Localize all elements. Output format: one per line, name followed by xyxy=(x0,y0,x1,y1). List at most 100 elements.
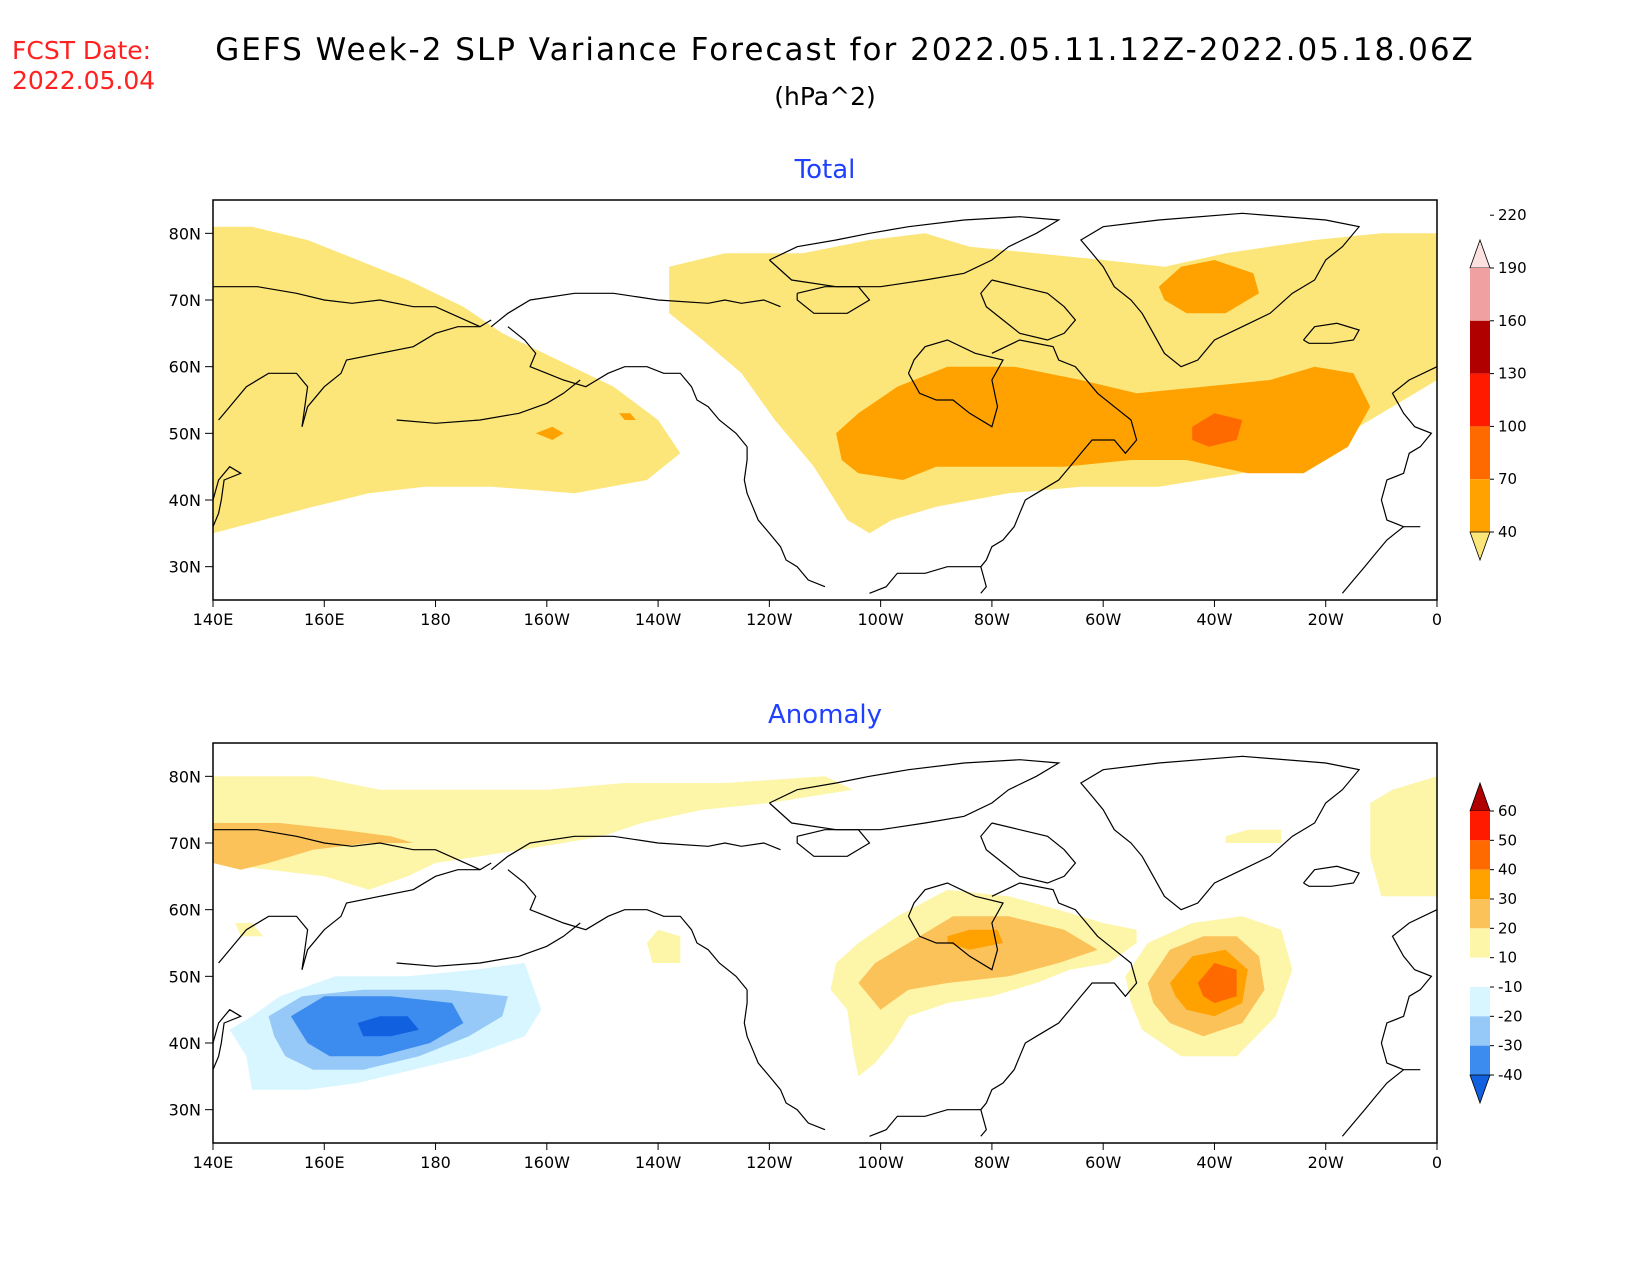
coastline-gulf-coast xyxy=(869,566,981,594)
colorbar-anomaly: -40 -30 -20 -10 10 20 30 40 50 60 xyxy=(1469,781,1523,1105)
colorbar-level-label: 10 xyxy=(1498,949,1517,967)
forecast-date-label: FCST Date: 2022.05.04 xyxy=(12,36,155,96)
lon-tick-label: 0 xyxy=(1432,610,1442,629)
coastline-siberia-coast xyxy=(213,286,481,328)
colorbar-level-label: 20 xyxy=(1498,919,1517,937)
lon-tick-label: 0 xyxy=(1432,1153,1442,1172)
shaded-region-total-70 xyxy=(836,366,1371,480)
panel-total: Total 80N 70N 60N 50N 40N 30N 140E 160E 180 160W 14… xyxy=(169,155,1527,629)
coastline-europe-coast xyxy=(1380,366,1437,528)
plot-frame-anomaly xyxy=(212,742,1438,1144)
lon-tick-label: 120W xyxy=(746,1153,793,1172)
colorbar-level-label: 130 xyxy=(1498,365,1527,383)
coastline-okhotsk-coast xyxy=(218,372,309,427)
coastline-us-west-coast xyxy=(743,446,826,588)
colorbar-arrow-top xyxy=(1469,781,1491,812)
lon-tick-label: 100W xyxy=(857,1153,904,1172)
colorbar-arrow-top xyxy=(1469,238,1491,269)
coastline-siberia-coast xyxy=(213,829,481,871)
map-area-total xyxy=(213,200,1437,600)
lat-tick-label: 60N xyxy=(169,358,201,377)
colorbar-level-label: 160 xyxy=(1498,312,1527,330)
lon-tick-label: 40W xyxy=(1196,610,1232,629)
shaded-region-total-40 xyxy=(213,226,681,534)
lat-tick-label: 30N xyxy=(169,558,201,577)
colorbar-arrow-bottom xyxy=(1469,1074,1491,1105)
colorbar-swatch xyxy=(1470,869,1490,899)
coastline-iceland xyxy=(1303,865,1360,887)
colorbar-level-label: -40 xyxy=(1498,1066,1523,1084)
colorbar-swatch xyxy=(1470,1045,1490,1075)
coastline-iceland xyxy=(1303,322,1360,344)
lat-tick-label: 70N xyxy=(169,291,201,310)
colorbar-swatch xyxy=(1470,373,1490,427)
lat-tick-label: 80N xyxy=(169,224,201,243)
colorbar-level-label: -30 xyxy=(1498,1037,1523,1055)
coastline-kamchatka xyxy=(301,862,492,970)
lon-tick-label: 140W xyxy=(635,610,682,629)
shaded-region-total-70 xyxy=(535,426,564,440)
coastline-africa-coast xyxy=(1341,1069,1404,1137)
lat-tick-label: 50N xyxy=(169,967,201,986)
lat-tick-label: 40N xyxy=(169,1034,201,1053)
colorbar-level-label: 220 xyxy=(1498,206,1527,224)
coastline-gulf-coast xyxy=(869,1109,981,1137)
shaded-region-anomaly-10 xyxy=(1370,776,1437,897)
colorbar-level-label: 30 xyxy=(1498,890,1517,908)
coastline-us-east-coast xyxy=(980,466,1071,594)
colorbar-swatch xyxy=(1470,268,1490,321)
colorbar-level-label: 50 xyxy=(1498,831,1517,849)
shaded-region-total-70 xyxy=(619,413,636,420)
colorbar-level-label: 70 xyxy=(1498,470,1517,488)
colorbar-level-label: -10 xyxy=(1498,978,1523,996)
lat-tick-label: 80N xyxy=(169,767,201,786)
coastline-greenland xyxy=(1079,212,1361,368)
panel-title-total: Total xyxy=(794,155,856,185)
lon-tick-label: 160W xyxy=(524,610,571,629)
shaded-region-anomaly-20 xyxy=(213,823,414,870)
lon-tick-label: 180 xyxy=(420,1153,451,1172)
shaded-region-anomaly-10 xyxy=(1225,829,1282,843)
coastline-victoria-island xyxy=(796,286,871,314)
shaded-region-anomaly-20 xyxy=(858,916,1098,1010)
shaded-region-anomaly--40 xyxy=(357,1016,419,1037)
map-area-anomaly xyxy=(213,743,1437,1143)
lat-tick-label: 70N xyxy=(169,834,201,853)
lon-tick-label: 140E xyxy=(193,1153,234,1172)
coastline-labrador-coast xyxy=(991,882,1138,1011)
coastline-kamchatka xyxy=(301,319,492,427)
colorbar-swatch xyxy=(1470,899,1490,929)
shaded-region-anomaly-30 xyxy=(947,929,1003,950)
lon-tick-label: 160E xyxy=(304,1153,345,1172)
colorbar-total: 40 70 100 130 160 190 220 xyxy=(1469,206,1527,562)
colorbar-level-label: 40 xyxy=(1498,861,1517,879)
colorbar-swatch xyxy=(1470,957,1490,987)
panel-title-anomaly: Anomaly xyxy=(768,700,882,730)
shaded-region-anomaly-10 xyxy=(647,929,681,963)
coastline-japan xyxy=(213,465,243,527)
shaded-region-anomaly-10 xyxy=(235,923,264,937)
lon-tick-label: 20W xyxy=(1308,1153,1344,1172)
lon-tick-label: 80W xyxy=(974,610,1010,629)
colorbar-swatch xyxy=(1470,479,1490,532)
forecast-date-caption: FCST Date: xyxy=(12,36,152,65)
lon-tick-label: 180 xyxy=(420,610,451,629)
colorbar-level-label: 40 xyxy=(1498,523,1517,541)
coastline-us-west-coast xyxy=(743,989,826,1131)
lon-tick-label: 160E xyxy=(304,610,345,629)
coastline-europe-coast xyxy=(1380,909,1437,1071)
lat-tick-label: 50N xyxy=(169,424,201,443)
lon-tick-label: 80W xyxy=(974,1153,1010,1172)
colorbar-swatch xyxy=(1470,320,1490,374)
lon-tick-label: 160W xyxy=(524,1153,571,1172)
coastline-alaska-coast xyxy=(490,292,781,328)
coastline-africa-coast xyxy=(1341,526,1404,594)
colorbar-swatch xyxy=(1470,1016,1490,1046)
lon-tick-label: 60W xyxy=(1085,1153,1121,1172)
coastline-hudson-bay xyxy=(907,882,1004,971)
lon-tick-label: 140W xyxy=(635,1153,682,1172)
colorbar-swatch xyxy=(1470,811,1490,841)
colorbar-level-label: 60 xyxy=(1498,802,1517,820)
plot-frame-total xyxy=(212,199,1438,601)
